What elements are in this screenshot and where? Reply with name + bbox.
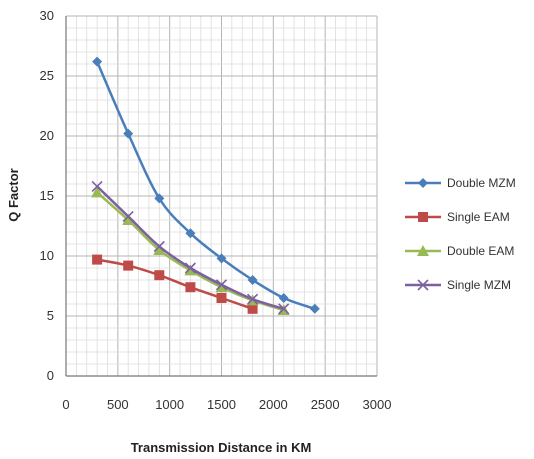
data-point — [184, 264, 197, 276]
data-point — [123, 128, 134, 139]
data-point — [247, 275, 258, 285]
y-tick-label: 25 — [40, 68, 54, 83]
data-point — [247, 293, 259, 305]
series-line — [96, 258, 254, 310]
data-point-stroke — [215, 279, 228, 291]
legend-item: Single EAM — [405, 210, 510, 224]
axes — [65, 16, 377, 377]
data-point — [278, 293, 289, 303]
legend-item: Double EAM — [405, 244, 514, 258]
data-point — [184, 262, 196, 274]
y-axis-label: Q Factor — [6, 168, 21, 221]
data-point-stroke — [91, 180, 103, 192]
y-tick-label: 0 — [47, 368, 54, 383]
series-single-eam — [92, 254, 258, 314]
x-tick-label: 0 — [62, 397, 69, 412]
data-point — [418, 178, 428, 188]
data-point-stroke — [278, 303, 290, 315]
data-point — [92, 56, 103, 67]
x-tick-label: 1500 — [207, 397, 236, 412]
legend-label: Single MZM — [447, 278, 511, 292]
x-tick-label: 500 — [107, 397, 129, 412]
data-point — [418, 212, 428, 222]
data-point — [216, 253, 227, 264]
x-axis-label: Transmission Distance in KM — [131, 440, 312, 455]
data-point — [215, 281, 228, 293]
data-point — [185, 282, 196, 293]
data-point — [153, 244, 166, 255]
series-group — [91, 56, 320, 315]
data-point — [154, 270, 165, 281]
y-tick-label: 20 — [40, 128, 54, 143]
data-point — [91, 186, 104, 198]
data-point — [154, 193, 165, 204]
data-point — [247, 303, 258, 314]
x-tick-label: 1000 — [155, 397, 184, 412]
data-point — [278, 303, 290, 315]
data-point — [417, 245, 429, 256]
series-single-mzm — [91, 180, 290, 315]
data-point — [153, 240, 165, 252]
data-point — [309, 303, 320, 314]
legend-item: Single MZM — [405, 278, 511, 292]
x-tick-label: 2500 — [311, 397, 340, 412]
data-point — [185, 228, 196, 239]
y-tick-label: 10 — [40, 248, 54, 263]
legend-item: Double MZM — [405, 176, 516, 190]
series-double-mzm — [92, 56, 320, 314]
data-point — [417, 279, 429, 291]
legend-label: Double MZM — [447, 176, 516, 190]
data-point-stroke — [122, 210, 134, 222]
legend: Double MZM Single EAM Double EAM Single MZM — [405, 176, 516, 292]
data-point — [123, 260, 134, 271]
data-point — [91, 180, 103, 192]
y-tick-label: 15 — [40, 188, 54, 203]
x-tick-label: 2000 — [259, 397, 288, 412]
y-tick-label: 5 — [47, 308, 54, 323]
data-point — [122, 214, 135, 225]
data-point — [216, 293, 227, 303]
data-point — [92, 254, 103, 265]
legend-label: Double EAM — [447, 244, 514, 258]
data-point-stroke — [184, 262, 196, 274]
x-tick-label: 3000 — [363, 397, 392, 412]
data-point-stroke — [247, 293, 259, 305]
data-point-stroke — [153, 240, 165, 252]
data-point — [122, 210, 134, 222]
tick-labels: 0 500 1000 1500 2000 2500 3000 0 5 10 15 20 25 30 — [40, 8, 392, 412]
data-point — [215, 279, 228, 291]
y-tick-label: 30 — [40, 8, 54, 23]
data-point-stroke — [417, 279, 429, 291]
grid — [65, 15, 378, 377]
series-line — [95, 61, 316, 310]
legend-label: Single EAM — [447, 210, 510, 224]
